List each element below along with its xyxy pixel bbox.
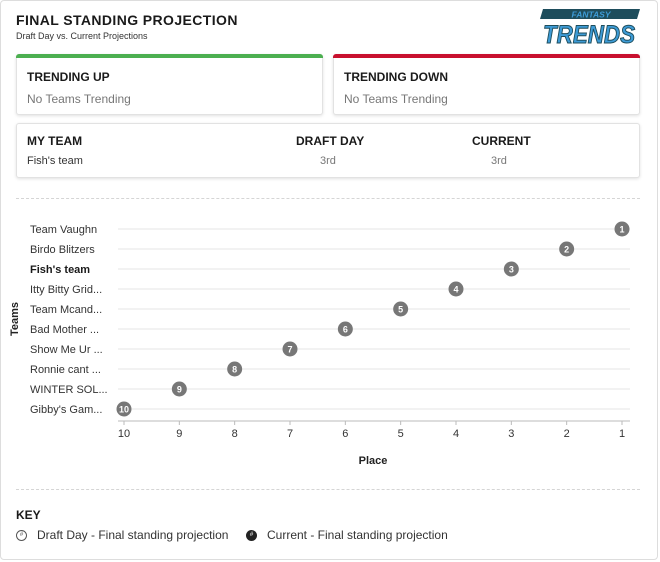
key-draft-day: # Draft Day - Final standing projection [16,528,228,542]
key-draft-label: Draft Day - Final standing projection [37,528,229,542]
key-current-label: Current - Final standing projection [267,528,448,542]
place-marker-label: 7 [287,345,292,355]
trending-down-label: TRENDING DOWN [344,70,448,84]
team-label: Team Vaughn [30,224,97,236]
trending-down-card: TRENDING DOWN No Teams Trending [333,54,640,115]
x-tick-label: 7 [287,428,293,440]
current-marker-icon: # [246,529,257,541]
place-marker [171,381,187,397]
team-label: Birdo Blitzers [30,244,95,256]
trending-up-value: No Teams Trending [27,92,131,106]
x-tick-label: 5 [398,428,404,440]
team-label: Gibby's Gam... [30,404,102,416]
trending-down-bar [333,54,640,58]
place-marker-label: 1 [619,225,624,235]
x-tick-label: 4 [453,428,459,440]
my-team-card: MY TEAM DRAFT DAY CURRENT Fish's team 3r… [16,123,640,178]
fantasy-trends-logo: FANTASY TRENDS [540,9,640,46]
place-marker-label: 3 [509,265,514,275]
standings-chart: Team Vaughn Birdo Blitzers Fish's team Itty… [9,221,630,467]
key-current: # Current - Final standing projection [246,528,448,542]
page-title: FINAL STANDING PROJECTION [16,12,238,28]
divider-top [16,198,640,199]
draft-day-header: DRAFT DAY [296,134,365,148]
place-marker-label: 2 [564,245,569,255]
divider-bottom [16,489,640,490]
trending-up-label: TRENDING UP [27,70,110,84]
x-tick-label: 3 [508,428,514,440]
x-tick-label: 1 [619,428,625,440]
x-tick-label: 9 [176,428,182,440]
x-tick-label: 10 [118,428,130,440]
team-label: Fish's team [30,264,90,276]
team-label: WINTER SOL... [30,384,108,396]
x-axis-title: Place [359,455,388,467]
place-marker-label: 4 [453,285,458,295]
x-tick-label: 6 [342,428,348,440]
team-label: Bad Mother ... [30,324,99,336]
place-marker [503,261,519,277]
place-marker-label: 9 [177,385,182,395]
team-label: Ronnie cant ... [30,364,101,376]
trending-up-bar [16,54,323,58]
draft-day-value: 3rd [320,155,336,167]
page-subtitle: Draft Day vs. Current Projections [16,31,148,41]
team-label: Itty Bitty Grid... [30,284,102,296]
current-value: 3rd [491,155,507,167]
place-marker [116,401,132,417]
place-marker [393,301,409,317]
current-header: CURRENT [472,134,531,148]
y-axis-title: Teams [9,302,21,336]
trending-up-card: TRENDING UP No Teams Trending [16,54,323,115]
draft-day-marker-icon: # [16,529,27,541]
x-tick-label: 8 [232,428,238,440]
place-marker-label: 5 [398,305,403,315]
place-marker [337,321,353,337]
team-label: Team Mcand... [30,304,102,316]
place-marker-label: 8 [232,365,237,375]
place-marker [559,241,575,257]
logo-top-text: FANTASY [571,10,611,20]
key-title: KEY [16,508,41,522]
place-marker-label: 10 [119,405,129,415]
place-marker [282,341,298,357]
place-marker [448,281,464,297]
my-team-header: MY TEAM [27,134,83,148]
logo-main-text: TRENDS [543,21,635,46]
place-marker-label: 6 [343,325,348,335]
place-marker [614,221,630,237]
team-label: Show Me Ur ... [30,344,103,356]
x-tick-label: 2 [564,428,570,440]
place-marker [227,361,243,377]
trending-down-value: No Teams Trending [344,92,448,106]
my-team-name: Fish's team [27,155,83,167]
